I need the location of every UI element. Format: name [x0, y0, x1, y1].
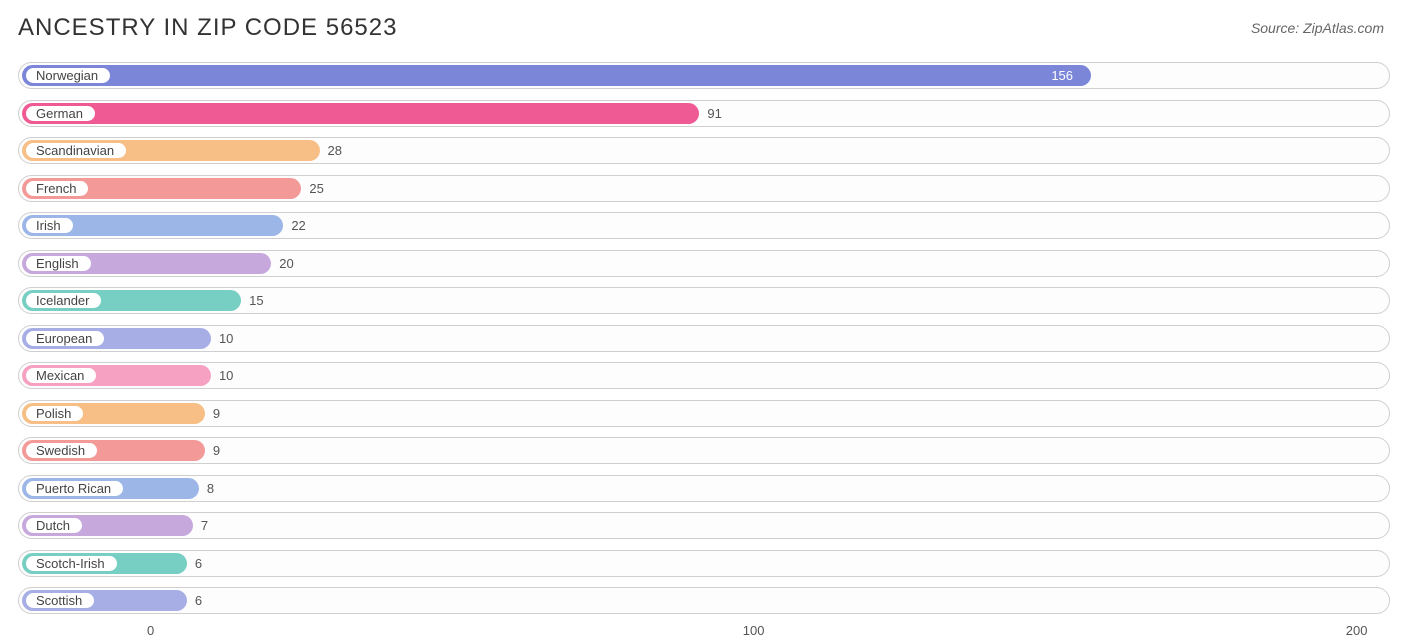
bar-track	[18, 550, 1390, 577]
bar-label-badge: Icelander	[25, 292, 102, 309]
bar-row: Polish 9	[18, 396, 1390, 432]
bar-row: Scotch-Irish 6	[18, 546, 1390, 582]
bar-track	[18, 437, 1390, 464]
bar-label-badge: Scottish	[25, 592, 95, 609]
bar-value-label: 6	[195, 556, 202, 571]
bar-value-label: 7	[201, 518, 208, 533]
bar-track	[18, 400, 1390, 427]
x-axis-tick: 0	[147, 623, 154, 638]
bar-row: German 91	[18, 96, 1390, 132]
bar-row: English 20	[18, 246, 1390, 282]
bar	[22, 103, 699, 124]
bar-row: Irish 22	[18, 208, 1390, 244]
bar-value-label: 25	[309, 181, 323, 196]
bar-row: French 25	[18, 171, 1390, 207]
bar-label-badge: Irish	[25, 217, 74, 234]
bar-value-label: 20	[279, 256, 293, 271]
bar-row: Scottish 6	[18, 583, 1390, 619]
bar-value-label: 15	[249, 293, 263, 308]
bar-label-badge: Polish	[25, 405, 84, 422]
chart-container: ANCESTRY IN ZIP CODE 56523 Source: ZipAt…	[0, 0, 1406, 644]
bar-track	[18, 512, 1390, 539]
bar	[22, 65, 1091, 86]
bar-value-label: 9	[213, 406, 220, 421]
bar-row: Puerto Rican 8	[18, 471, 1390, 507]
bar-value-label: 28	[328, 143, 342, 158]
bar-value-label: 22	[291, 218, 305, 233]
bar-label-badge: Mexican	[25, 367, 97, 384]
bar-track	[18, 587, 1390, 614]
source-attribution: Source: ZipAtlas.com	[1251, 20, 1384, 36]
bar-value-label: 9	[213, 443, 220, 458]
chart-area: Norwegian156German91Scandinavian28French…	[18, 58, 1390, 621]
bar-label-badge: Scandinavian	[25, 142, 127, 159]
bar-value-label: 10	[219, 331, 233, 346]
bar-value-label: 6	[195, 593, 202, 608]
bar-value-label: 8	[207, 481, 214, 496]
bar-row: European 10	[18, 321, 1390, 357]
bar-row: Norwegian 156	[18, 58, 1390, 94]
bar-value-label: 156	[1051, 68, 1073, 83]
bar-value-label: 10	[219, 368, 233, 383]
bar-track	[18, 475, 1390, 502]
bar-label-badge: Puerto Rican	[25, 480, 124, 497]
bar-row: Dutch 7	[18, 508, 1390, 544]
x-axis-tick: 200	[1346, 623, 1368, 638]
bar-label-badge: Dutch	[25, 517, 83, 534]
x-axis-tick: 100	[743, 623, 765, 638]
bar-label-badge: English	[25, 255, 92, 272]
bar-value-label: 91	[707, 106, 721, 121]
bar-row: Swedish 9	[18, 433, 1390, 469]
bar-label-badge: European	[25, 330, 105, 347]
bar-row: Icelander 15	[18, 283, 1390, 319]
chart-title: ANCESTRY IN ZIP CODE 56523	[18, 14, 397, 42]
bar-row: Mexican 10	[18, 358, 1390, 394]
bar-label-badge: German	[25, 105, 96, 122]
bar-row: Scandinavian 28	[18, 133, 1390, 169]
bar-label-badge: Swedish	[25, 442, 98, 459]
bar-label-badge: Scotch-Irish	[25, 555, 118, 572]
bar-label-badge: Norwegian	[25, 67, 111, 84]
bar-label-badge: French	[25, 180, 89, 197]
x-axis: 0 100 200	[18, 623, 1390, 643]
